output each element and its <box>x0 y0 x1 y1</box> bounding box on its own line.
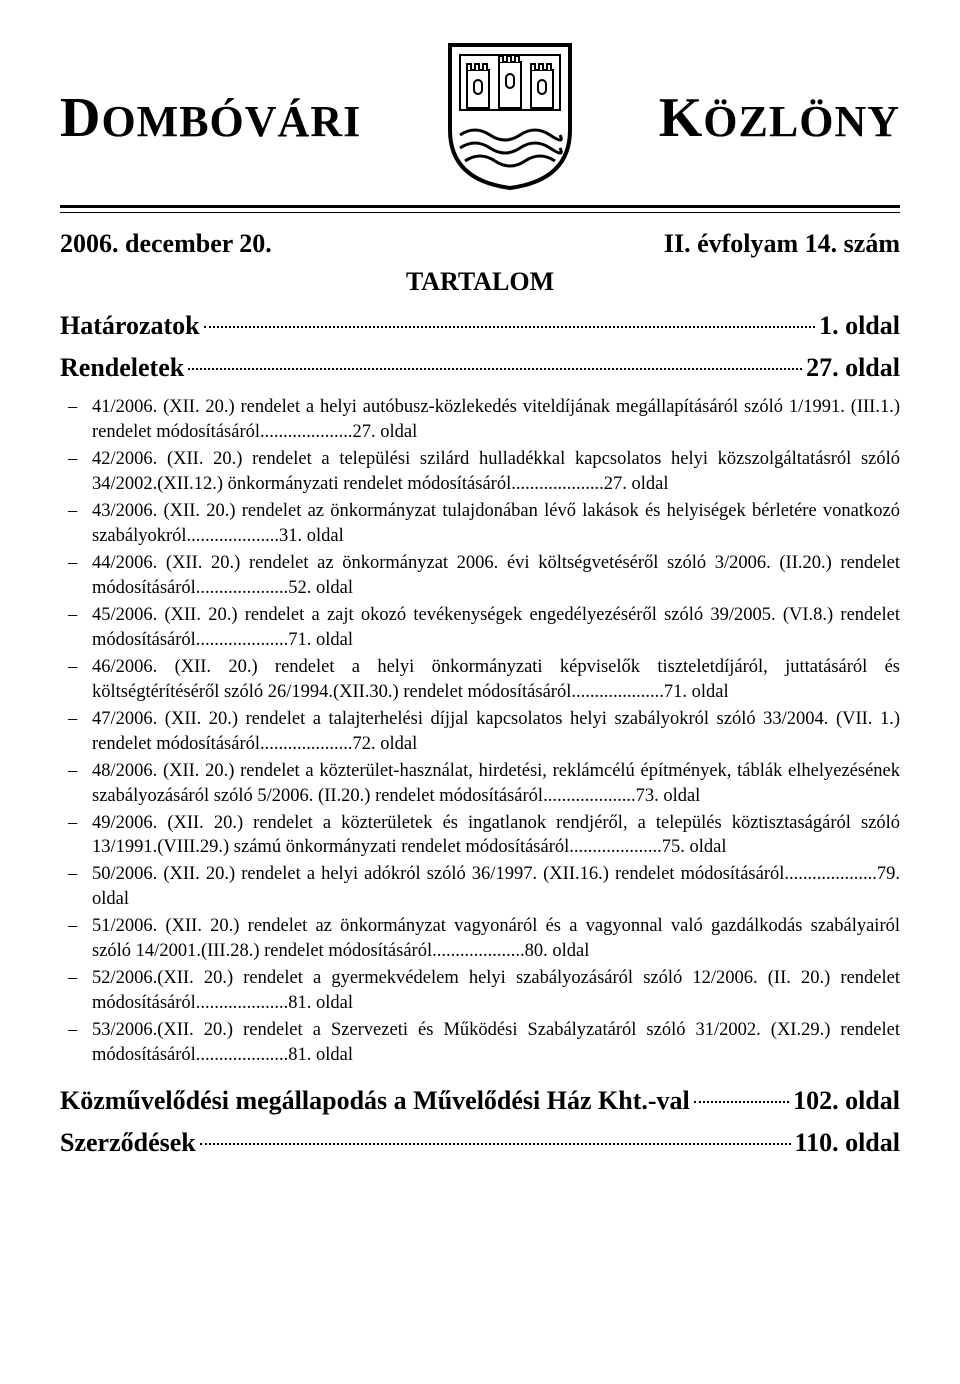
toc-item: 47/2006. (XII. 20.) rendelet a talajterh… <box>60 707 900 757</box>
toc-item-text: 48/2006. (XII. 20.) rendelet a közterüle… <box>92 761 900 806</box>
section-kozmuvelodesi: Közművelődési megállapodás a Művelődési … <box>60 1086 900 1116</box>
section-rendeletek-page: 27. oldal <box>806 353 900 383</box>
leader-dots: .................... <box>432 941 525 961</box>
toc-item-page: 27. oldal <box>604 474 669 494</box>
section-kozmuvelodesi-label: Közművelődési megállapodás a Művelődési … <box>60 1086 690 1116</box>
leader-dots <box>188 368 802 370</box>
dateline-left: 2006. december 20. <box>60 229 272 259</box>
leader-dots: .................... <box>196 630 289 650</box>
toc-item: 49/2006. (XII. 20.) rendelet a közterüle… <box>60 811 900 861</box>
toc-item-page: 81. oldal <box>288 1045 353 1065</box>
toc-list: 41/2006. (XII. 20.) rendelet a helyi aut… <box>60 395 900 1068</box>
toc-item: 41/2006. (XII. 20.) rendelet a helyi aut… <box>60 395 900 445</box>
toc-item-page: 72. oldal <box>353 734 418 754</box>
section-szerzodesek-page: 110. oldal <box>795 1128 900 1158</box>
leader-dots <box>694 1101 789 1103</box>
section-hatarozatok: Határozatok 1. oldal <box>60 311 900 341</box>
leader-dots: .................... <box>543 786 636 806</box>
toc-item-text: 50/2006. (XII. 20.) rendelet a helyi adó… <box>92 864 784 884</box>
toc-item: 43/2006. (XII. 20.) rendelet az önkormán… <box>60 499 900 549</box>
toc-item-page: 71. oldal <box>664 682 729 702</box>
masthead-right-cap: K <box>659 87 704 149</box>
toc-item: 44/2006. (XII. 20.) rendelet az önkormán… <box>60 551 900 601</box>
masthead: DOMBÓVÁRI <box>60 40 900 195</box>
toc-item-text: 42/2006. (XII. 20.) rendelet a település… <box>92 449 900 494</box>
leader-dots: .................... <box>571 682 664 702</box>
toc-item: 52/2006.(XII. 20.) rendelet a gyermekvéd… <box>60 966 900 1016</box>
toc-item: 45/2006. (XII. 20.) rendelet a zajt okoz… <box>60 603 900 653</box>
toc-item-text: 49/2006. (XII. 20.) rendelet a közterüle… <box>92 813 900 858</box>
section-szerzodesek-label: Szerződések <box>60 1128 196 1158</box>
rule-thin <box>60 212 900 213</box>
leader-dots: .................... <box>260 422 353 442</box>
toc-item: 46/2006. (XII. 20.) rendelet a helyi önk… <box>60 655 900 705</box>
section-rendeletek: Rendeletek 27. oldal <box>60 353 900 383</box>
toc-item-page: 73. oldal <box>636 786 701 806</box>
toc-item: 50/2006. (XII. 20.) rendelet a helyi adó… <box>60 862 900 912</box>
masthead-right: KÖZLÖNY <box>659 86 900 150</box>
masthead-left-cap: D <box>60 87 101 149</box>
section-rendeletek-label: Rendeletek <box>60 353 184 383</box>
contents-heading: TARTALOM <box>60 267 900 297</box>
dateline: 2006. december 20. II. évfolyam 14. szám <box>60 229 900 259</box>
toc-item: 42/2006. (XII. 20.) rendelet a település… <box>60 447 900 497</box>
toc-item-page: 27. oldal <box>353 422 418 442</box>
masthead-left: DOMBÓVÁRI <box>60 86 361 150</box>
section-kozmuvelodesi-page: 102. oldal <box>793 1086 900 1116</box>
leader-dots <box>204 326 815 328</box>
section-hatarozatok-label: Határozatok <box>60 311 200 341</box>
leader-dots: .................... <box>187 526 280 546</box>
leader-dots: .................... <box>569 837 662 857</box>
toc-item-text: 41/2006. (XII. 20.) rendelet a helyi aut… <box>92 397 900 442</box>
dateline-right: II. évfolyam 14. szám <box>664 229 900 259</box>
toc-item: 53/2006.(XII. 20.) rendelet a Szervezeti… <box>60 1018 900 1068</box>
leader-dots: .................... <box>511 474 604 494</box>
leader-dots: .................... <box>196 1045 289 1065</box>
toc-item-page: 71. oldal <box>288 630 353 650</box>
masthead-right-text: ÖZLÖNY <box>703 97 900 146</box>
toc-item-page: 75. oldal <box>662 837 727 857</box>
section-szerzodesek: Szerződések 110. oldal <box>60 1128 900 1158</box>
leader-dots <box>200 1143 791 1145</box>
leader-dots: .................... <box>196 578 289 598</box>
toc-item-page: 81. oldal <box>288 993 353 1013</box>
toc-item-page: 31. oldal <box>279 526 344 546</box>
toc-item: 48/2006. (XII. 20.) rendelet a közterüle… <box>60 759 900 809</box>
crest-icon <box>445 40 575 195</box>
leader-dots: .................... <box>196 993 289 1013</box>
toc-item-text: 47/2006. (XII. 20.) rendelet a talajterh… <box>92 709 900 754</box>
toc-item-page: 80. oldal <box>525 941 590 961</box>
rule-thick <box>60 205 900 208</box>
leader-dots: .................... <box>260 734 353 754</box>
leader-dots: .................... <box>784 864 877 884</box>
masthead-left-text: OMBÓVÁRI <box>101 97 361 146</box>
toc-item-text: 46/2006. (XII. 20.) rendelet a helyi önk… <box>92 657 900 702</box>
section-hatarozatok-page: 1. oldal <box>819 311 900 341</box>
toc-item: 51/2006. (XII. 20.) rendelet az önkormán… <box>60 914 900 964</box>
toc-item-page: 52. oldal <box>288 578 353 598</box>
